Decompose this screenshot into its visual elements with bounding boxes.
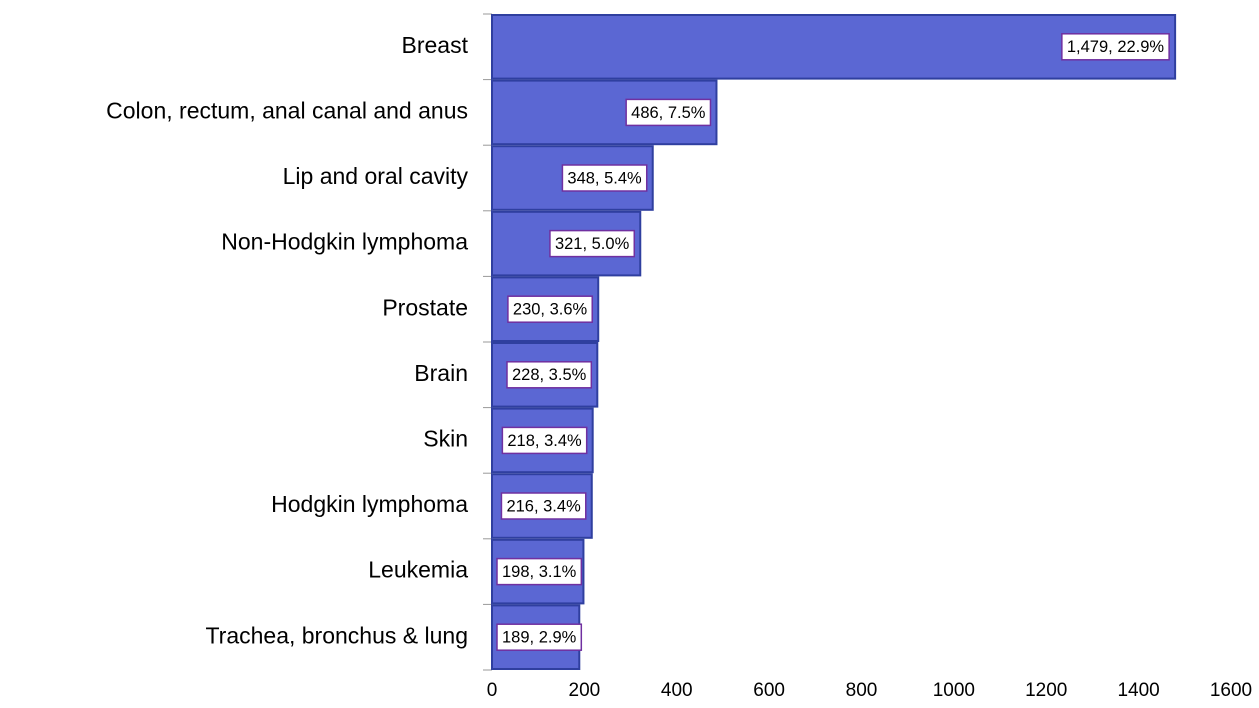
data-label-text: 1,479, 22.9% [1067, 38, 1165, 56]
data-label-text: 486, 7.5% [631, 104, 706, 122]
data-label-box [625, 98, 712, 127]
data-label-text: 216, 3.4% [506, 497, 581, 515]
data-label-text: 230, 3.6% [513, 301, 588, 319]
data-label: 216, 3.4% [500, 492, 587, 520]
x-tick-label: 1200 [1025, 680, 1067, 701]
data-label-box [507, 295, 593, 323]
data-label-box [1061, 33, 1170, 61]
data-label-box [500, 492, 587, 520]
data-label: 228, 3.5% [506, 361, 593, 389]
data-label: 1,479, 22.9% [1061, 33, 1170, 61]
data-label-text: 218, 3.4% [507, 432, 582, 450]
data-label: 189, 2.9% [496, 623, 583, 651]
x-tick-label: 1400 [1117, 680, 1159, 701]
y-tick-label: Leukemia [368, 557, 468, 583]
data-label-box [561, 164, 648, 192]
y-tick-label: Prostate [382, 294, 468, 320]
y-tick-label: Brain [414, 360, 468, 386]
y-tick-label: Trachea, bronchus & lung [205, 622, 468, 648]
y-tick-label: Skin [423, 425, 468, 451]
x-tick-label: 1000 [933, 680, 975, 701]
data-label: 321, 5.0% [549, 229, 636, 258]
data-label-text: 198, 3.1% [502, 563, 577, 581]
x-tick-label: 1600 [1210, 680, 1252, 701]
y-tick-label: Colon, rectum, anal canal and anus [106, 97, 468, 123]
data-label-text: 348, 5.4% [567, 169, 642, 187]
y-tick-label: Lip and oral cavity [283, 163, 469, 189]
data-label-box [496, 557, 583, 586]
data-label: 486, 7.5% [625, 98, 712, 127]
x-tick-label: 800 [846, 680, 878, 701]
data-label: 230, 3.6% [507, 295, 593, 323]
data-label: 198, 3.1% [496, 557, 583, 586]
data-label-box [501, 426, 588, 455]
data-label: 218, 3.4% [501, 426, 588, 455]
data-label-box [496, 623, 583, 651]
y-tick-label: Breast [402, 32, 469, 58]
x-tick-label: 400 [661, 680, 693, 701]
data-label: 348, 5.4% [561, 164, 648, 192]
x-tick-label: 0 [487, 680, 498, 701]
data-label-text: 189, 2.9% [502, 629, 577, 647]
x-tick-label: 600 [753, 680, 785, 701]
data-label-text: 321, 5.0% [555, 235, 630, 253]
data-label-text: 228, 3.5% [512, 366, 587, 384]
data-label-box [506, 361, 593, 389]
y-tick-label: Non-Hodgkin lymphoma [221, 229, 468, 255]
y-tick-label: Hodgkin lymphoma [271, 491, 468, 517]
data-label-box [549, 229, 636, 258]
x-tick-label: 200 [569, 680, 601, 701]
